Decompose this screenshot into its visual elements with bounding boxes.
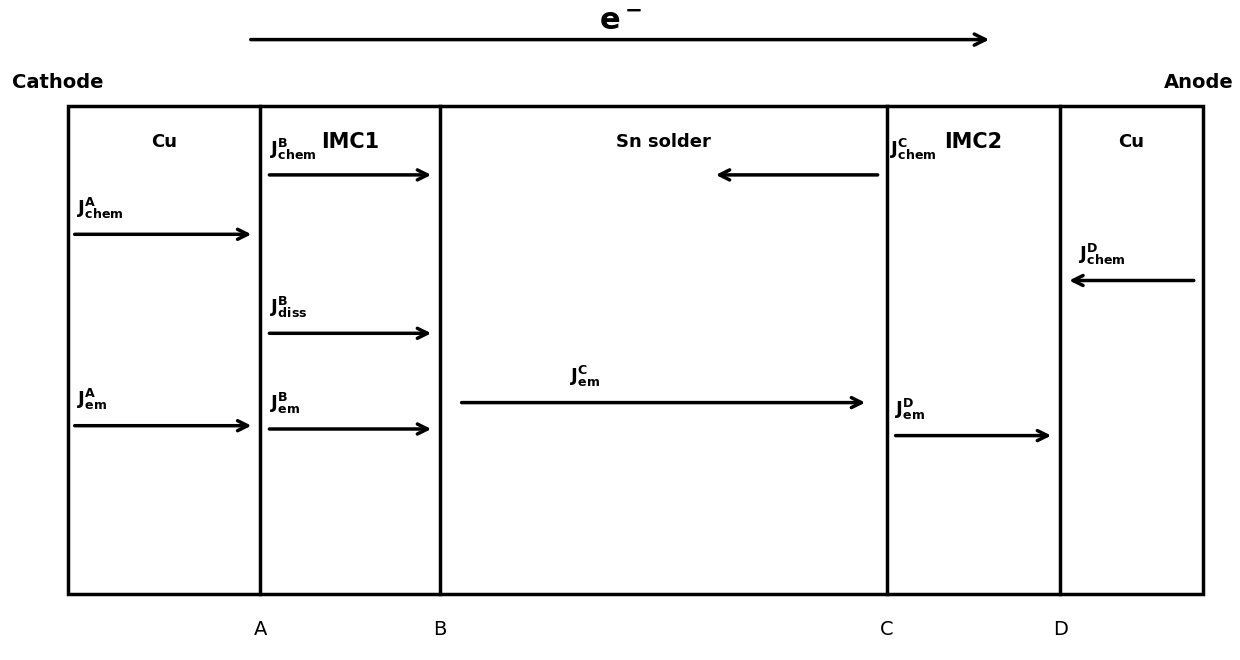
Text: IMC2: IMC2 [945,132,1002,152]
Text: IMC1: IMC1 [321,132,379,152]
Bar [68,106,1203,594]
Text: A: A [254,620,267,640]
Text: C: C [880,620,893,640]
Text: $\mathbf{J}_{\mathbf{em}}^{\mathbf{D}}$: $\mathbf{J}_{\mathbf{em}}^{\mathbf{D}}$ [895,397,925,422]
Text: $\mathbf{e^-}$: $\mathbf{e^-}$ [599,7,641,36]
Text: Anode: Anode [1164,73,1234,92]
Text: B: B [434,620,446,640]
Text: D: D [1053,620,1068,640]
Text: Cu: Cu [1118,133,1145,151]
Text: Sn solder: Sn solder [616,133,711,151]
Text: Cathode: Cathode [12,73,104,92]
Text: $\mathbf{J}_{\mathbf{chem}}^{\mathbf{A}}$: $\mathbf{J}_{\mathbf{chem}}^{\mathbf{A}}… [77,196,124,221]
Text: Cu: Cu [151,133,177,151]
Text: $\mathbf{J}_{\mathbf{em}}^{\mathbf{A}}$: $\mathbf{J}_{\mathbf{em}}^{\mathbf{A}}$ [77,387,107,412]
Text: $\mathbf{J}_{\mathbf{em}}^{\mathbf{B}}$: $\mathbf{J}_{\mathbf{em}}^{\mathbf{B}}$ [270,391,300,416]
Text: $\mathbf{J}_{\mathbf{chem}}^{\mathbf{D}}$: $\mathbf{J}_{\mathbf{chem}}^{\mathbf{D}}… [1079,242,1126,267]
Text: $\mathbf{J}_{\mathbf{chem}}^{\mathbf{B}}$: $\mathbf{J}_{\mathbf{chem}}^{\mathbf{B}}… [270,137,317,162]
Text: $\mathbf{J}_{\mathbf{chem}}^{\mathbf{C}}$: $\mathbf{J}_{\mathbf{chem}}^{\mathbf{C}}… [890,137,937,162]
Text: $\mathbf{J}_{\mathbf{em}}^{\mathbf{C}}$: $\mathbf{J}_{\mathbf{em}}^{\mathbf{C}}$ [570,364,600,389]
Text: $\mathbf{J}_{\mathbf{diss}}^{\mathbf{B}}$: $\mathbf{J}_{\mathbf{diss}}^{\mathbf{B}}… [270,295,308,320]
